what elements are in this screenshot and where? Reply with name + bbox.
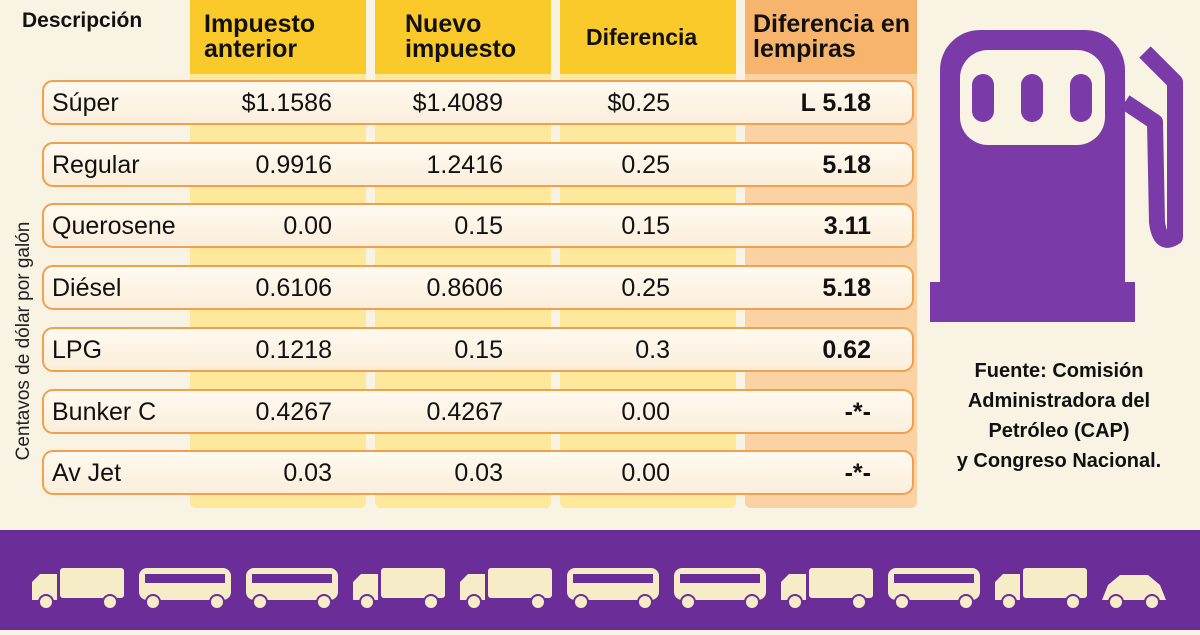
vehicle-shape: [466, 594, 482, 610]
table-row: [42, 265, 914, 311]
vehicle-shape: [38, 594, 54, 610]
vehicle-shape: [680, 594, 696, 610]
vehicle-shape: [252, 594, 268, 610]
table-cell: 0.25: [621, 150, 670, 179]
vehicle-shape: [32, 574, 57, 600]
vehicle-shape: [1065, 594, 1081, 610]
vehicle-shape: [381, 568, 445, 598]
table-cell: 5.18: [822, 150, 871, 179]
table-row: [42, 388, 914, 434]
vehicle-shape: [1023, 568, 1087, 598]
table-cell: 0.15: [454, 212, 503, 241]
fuel-pump-icon: [930, 30, 1183, 322]
vehicle-shape: [1144, 594, 1160, 610]
vehicle-shape: [995, 574, 1020, 600]
table-cell: L 5.18: [800, 89, 871, 117]
vehicle-shape: [894, 574, 974, 583]
vehicle-icons: [32, 568, 1166, 610]
vehicle-shape: [359, 594, 375, 610]
vehicle-shape: [637, 594, 653, 610]
table-cell: 1.2416: [426, 150, 503, 179]
vehicle-shape: [744, 594, 760, 610]
table-cell: 0.3: [635, 335, 670, 364]
vehicle-shape: [1102, 575, 1166, 600]
table-cell: 0.15: [621, 212, 670, 241]
table-cell: 0.9916: [255, 150, 332, 179]
table-cell: 0.03: [454, 459, 503, 488]
table-row: [42, 203, 914, 249]
vehicle-shape: [680, 574, 760, 583]
table-cell: 0.00: [283, 212, 332, 241]
table-cell: -*-: [844, 459, 871, 488]
table-row: [42, 141, 914, 187]
table-cell: $1.1586: [241, 89, 332, 117]
vehicle-shape: [423, 594, 439, 610]
vehicle-shape: [809, 568, 873, 598]
table-cell: Av Jet: [52, 459, 122, 488]
table-cell: LPG: [52, 335, 103, 364]
table-cell: Regular: [52, 150, 140, 179]
vehicle-shape: [530, 594, 546, 610]
vehicle-shape: [60, 568, 124, 598]
source-line: Petróleo (CAP): [988, 420, 1130, 442]
table-cell: 0.4267: [255, 397, 332, 426]
vehicle-shape: [894, 594, 910, 610]
vehicle-shape: [488, 568, 552, 598]
table-cell: 3.11: [823, 212, 871, 241]
header-cell: Nuevo impuesto: [375, 0, 551, 74]
vehicle-shape: [145, 594, 161, 610]
header-cell: Diferencia: [560, 0, 736, 74]
table-cell: 0.03: [283, 459, 332, 488]
table-cell: 0.00: [621, 397, 670, 426]
vehicle-shape: [252, 574, 332, 583]
table-cell: 0.15: [454, 335, 503, 364]
vehicle-shape: [145, 574, 225, 583]
source-line: y Congreso Nacional.: [956, 450, 1162, 472]
table-cell: 0.8606: [426, 274, 503, 303]
vehicle-shape: [316, 594, 332, 610]
header-cell: Descripción: [22, 9, 143, 32]
vehicle-shape: [1001, 594, 1017, 610]
vehicle-shape: [353, 574, 378, 600]
vehicle-shape: [1108, 594, 1124, 610]
table-row: [42, 450, 914, 496]
source-line: Administradora del: [967, 390, 1151, 412]
vehicle-shape: [573, 574, 653, 583]
side-label: Centavos de dólar por galón: [13, 221, 34, 461]
table-cell: Súper: [52, 89, 119, 117]
table-cell: Querosene: [52, 212, 176, 241]
table-cell: 0.62: [822, 335, 871, 364]
source-note: Fuente: Comisión Administradora del Petról…: [918, 356, 1200, 476]
vehicle-shape: [209, 594, 225, 610]
table-row: [42, 80, 914, 125]
table-cell: 0.25: [621, 274, 670, 303]
table-cell: Bunker C: [52, 397, 157, 426]
vehicle-shape: [102, 594, 118, 610]
vehicle-shape: [573, 594, 589, 610]
table-cell: 0.4267: [426, 397, 503, 426]
vehicle-strip: [0, 530, 1200, 630]
table-row: [42, 326, 914, 372]
vehicle-shape: [460, 574, 485, 600]
vehicle-shape: [781, 574, 806, 600]
table-cell: 5.18: [822, 274, 871, 303]
table-cell: Diésel: [52, 274, 122, 303]
table-cell: $0.25: [607, 89, 670, 117]
source-line: Fuente: Comisión: [974, 360, 1144, 382]
header-cell: Diferencia en lempiras: [745, 0, 917, 74]
table-cell: 0.6106: [255, 274, 332, 303]
table-cell: 0.00: [621, 459, 670, 488]
table-cell: $1.4089: [412, 89, 503, 117]
vehicle-shape: [958, 594, 974, 610]
header-cell: Impuesto anterior: [190, 0, 366, 74]
vehicle-shape: [787, 594, 803, 610]
table-cell: -*-: [844, 397, 871, 426]
table-cell: 0.1218: [255, 335, 332, 364]
vehicle-shape: [851, 594, 867, 610]
